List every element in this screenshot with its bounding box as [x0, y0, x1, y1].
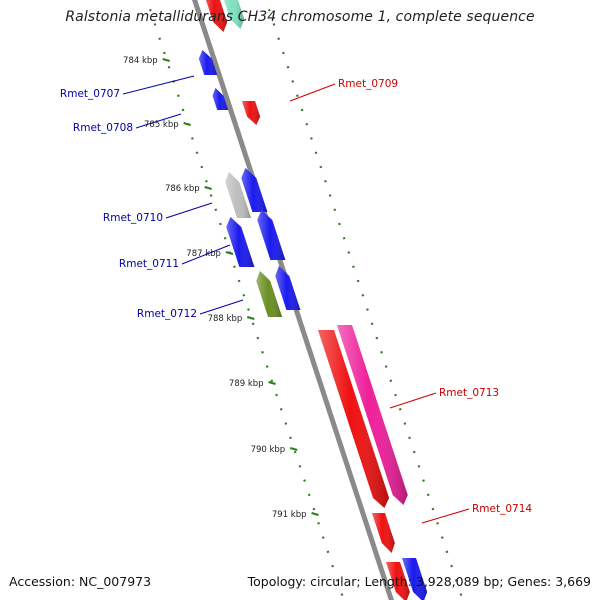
gene-label-text: Rmet_0708	[73, 122, 133, 134]
gene-feature-rmet-0707-shade	[198, 50, 218, 75]
gene-feature-rmet-0713b[interactable]	[337, 325, 408, 505]
gene-label-rmet-0710[interactable]: Rmet_0710	[103, 202, 213, 224]
kbp-tick-label: 790 kbp	[251, 445, 286, 455]
kbp-tick-mark	[225, 250, 234, 256]
gene-feature-gray-shade	[225, 172, 252, 218]
kbp-tick-label: 784 kbp	[123, 56, 158, 66]
gene-feature-rmet-0708-shade	[212, 88, 229, 110]
gene-feature-rmet-0709-shade	[242, 101, 261, 125]
gene-features	[198, 0, 428, 600]
gene-feature-partial-bottom-blue[interactable]	[402, 558, 428, 600]
strand-guides	[145, 0, 464, 600]
gene-label-rmet-0713[interactable]: Rmet_0713	[389, 387, 499, 409]
gene-feature-rmet-0711[interactable]	[226, 217, 255, 267]
gene-label-text: Rmet_0710	[103, 212, 163, 224]
kbp-tick-mark	[183, 121, 191, 127]
gene-label-text: Rmet_0711	[119, 258, 179, 270]
gene-label-rmet-0714[interactable]: Rmet_0714	[421, 503, 532, 524]
gene-label-leader	[421, 508, 470, 524]
gene-feature-partial-red[interactable]	[204, 0, 228, 32]
gene-labels: Rmet_0707 Rmet_0708 Rmet_0709 Rmet_0710 Rmet…	[60, 75, 532, 524]
kbp-tick-label: 788 kbp	[208, 314, 243, 324]
gene-label-leader	[181, 244, 231, 265]
gene-feature-rmet-0711b[interactable]	[257, 210, 286, 260]
kbp-tick-label: 789 kbp	[229, 379, 264, 389]
gene-label-text: Rmet_0714	[472, 503, 532, 515]
gene-label-text: Rmet_0712	[137, 308, 197, 320]
gene-label-leader	[199, 299, 244, 315]
gene-feature-rmet-0713-shade	[318, 330, 390, 508]
gene-feature-rmet-0711-shade	[226, 217, 255, 267]
gene-feature-gray[interactable]	[225, 172, 252, 218]
kbp-tick-mark	[289, 446, 298, 452]
accession-text: Accession: NC_007973	[9, 574, 152, 589]
gene-label-leader	[122, 75, 195, 95]
gene-feature-partial-teal-shade	[223, 0, 245, 29]
kbp-tick-mark	[268, 380, 276, 386]
forward-strand-guide	[264, 0, 464, 600]
gene-feature-rmet-0713[interactable]	[318, 330, 390, 508]
gene-feature-rmet-0711b-shade	[257, 210, 286, 260]
kbp-tick-mark	[246, 315, 255, 321]
gene-feature-rmet-0714-shade	[372, 513, 395, 553]
gene-feature-rmet-0712b-shade	[275, 266, 301, 310]
reverse-strand-guide	[145, 0, 345, 600]
kbp-tick-mark	[204, 185, 212, 191]
gene-label-text: Rmet_0707	[60, 88, 120, 100]
gene-label-rmet-0709[interactable]: Rmet_0709	[289, 78, 398, 102]
gene-feature-rmet-0710[interactable]	[241, 168, 268, 212]
gene-feature-rmet-0714[interactable]	[372, 513, 395, 553]
gene-label-leader	[389, 392, 437, 409]
gene-feature-rmet-0709[interactable]	[242, 101, 261, 125]
gene-label-rmet-0711[interactable]: Rmet_0711	[119, 244, 231, 270]
gene-label-rmet-0708[interactable]: Rmet_0708	[73, 113, 182, 134]
gene-feature-partial-red-shade	[205, 0, 228, 32]
gene-feature-rmet-0712b[interactable]	[275, 266, 301, 310]
kbp-tick-label: 791 kbp	[272, 510, 307, 520]
kbp-tick-mark	[311, 511, 319, 517]
map-title: Ralstonia metallidurans CH34 chromosome …	[65, 9, 535, 25]
kbp-tick-label: 786 kbp	[165, 184, 200, 194]
gene-feature-rmet-0708[interactable]	[212, 88, 229, 110]
gene-label-rmet-0712[interactable]: Rmet_0712	[137, 299, 244, 320]
kbp-ticks: 784 kbp 785 kbp 786 kbp 787 kbp 788 kbp 789 k…	[123, 56, 319, 520]
gene-label-leader	[289, 83, 336, 102]
gene-feature-partial-bottom-red[interactable]	[386, 562, 410, 600]
gene-label-rmet-0707[interactable]: Rmet_0707	[60, 75, 195, 100]
gene-label-leader	[165, 202, 213, 219]
gene-feature-partial-bottom-red-shade	[386, 562, 410, 600]
gene-label-leader	[135, 113, 182, 129]
gene-feature-rmet-0712-shade	[256, 271, 283, 317]
gene-feature-rmet-0713b-shade	[337, 325, 408, 505]
gene-label-text: Rmet_0713	[439, 387, 499, 399]
kbp-tick-mark	[162, 57, 170, 63]
gene-label-text: Rmet_0709	[338, 78, 398, 90]
gene-feature-rmet-0707[interactable]	[198, 50, 218, 75]
gene-feature-partial-bottom-blue-shade	[402, 558, 428, 600]
gene-feature-rmet-0712[interactable]	[256, 271, 283, 317]
topology-summary: Topology: circular; Length: 3,928,089 bp…	[247, 574, 591, 589]
kbp-tick-label: 787 kbp	[186, 249, 221, 259]
kbp-tick-label: 785 kbp	[144, 120, 179, 130]
gene-feature-rmet-0710-shade	[241, 168, 268, 212]
gene-feature-partial-teal[interactable]	[222, 0, 245, 29]
